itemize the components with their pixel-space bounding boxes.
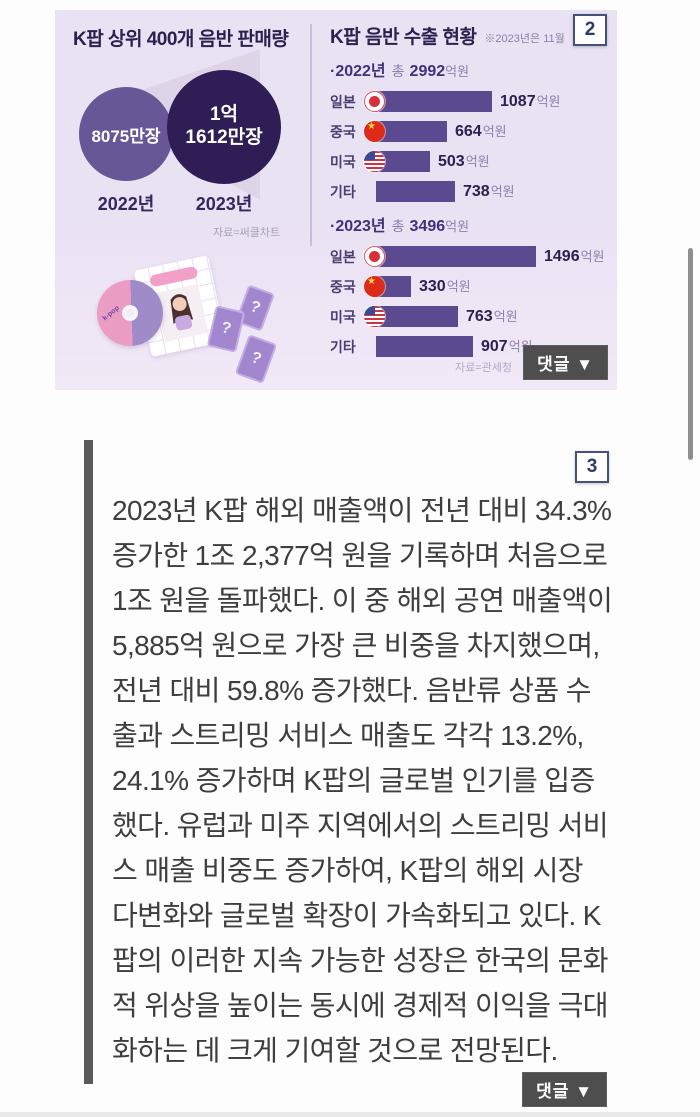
export-value-label: 664억원 — [455, 123, 507, 140]
bar-area: 738억원 — [376, 181, 603, 202]
bar-area: 907억원 — [376, 336, 603, 357]
source-circlechart: 자료=써클차트 — [213, 227, 281, 239]
export-bar — [376, 151, 430, 172]
section-total-label: 총 — [391, 63, 405, 79]
section-total-value: 2992 — [409, 63, 446, 80]
export-bar — [376, 181, 455, 202]
export-bar — [376, 246, 536, 267]
vertical-scrollbar-thumb[interactable] — [688, 248, 693, 460]
idol-photo-illustration — [154, 283, 209, 342]
export-status-note: ※2023년은 11월 — [484, 33, 565, 45]
china-flag-icon: ★ — [364, 121, 385, 142]
country-label: 일본 — [330, 248, 356, 265]
export-value-label: 330억원 — [419, 278, 471, 295]
source-customs: 자료=관세청 — [455, 362, 513, 374]
export-value-label: 763억원 — [466, 308, 518, 325]
export-value-label: 1496억원 — [544, 248, 605, 265]
article-body-text: 2023년 K팝 해외 매출액이 전년 대비 34.3% 증가한 1조 2,37… — [112, 495, 613, 1066]
year-label-2023: 2023년 — [195, 194, 253, 214]
panel-divider — [310, 24, 312, 246]
album-sales-title: K팝 상위 400개 음반 판매량 — [73, 29, 289, 50]
export-bar — [376, 121, 447, 142]
export-value-label: 738억원 — [463, 183, 515, 200]
japan-flag-icon — [364, 246, 385, 267]
export-bar — [376, 91, 492, 112]
question-card: ? — [234, 334, 278, 384]
image-number-badge-3: 3 — [575, 451, 609, 483]
year-label-2022: 2022년 — [97, 194, 155, 214]
usa-flag-icon — [364, 306, 385, 327]
export-bar — [376, 306, 458, 327]
country-label: 중국 — [330, 123, 356, 140]
country-label: 미국 — [330, 308, 356, 325]
circle-2023: 1억 1612만장 — [167, 70, 281, 184]
export-bar-row: 미국 763억원 — [330, 306, 603, 327]
photocard-illustration — [133, 255, 227, 357]
section-unit: 억원 — [445, 219, 470, 234]
kpop-infographic-image: K팝 상위 400개 음반 판매량 8075만장 1억 1612만장 2022년… — [55, 10, 617, 390]
export-value-label: 1087억원 — [500, 93, 561, 110]
export-status-panel: K팝 음반 수출 현황 ※2023년은 11월 ·2022년 총 2992억원 일본… — [310, 10, 617, 390]
export-bar — [376, 336, 473, 357]
bar-area: ★ 330억원 — [364, 276, 603, 297]
country-label: 중국 — [330, 278, 356, 295]
section-unit: 억원 — [445, 64, 470, 79]
section-total-value: 3496 — [409, 218, 446, 235]
next-content-edge — [0, 1112, 700, 1117]
bar-area: ★ 664억원 — [364, 121, 603, 142]
circle-2023-value-line2: 1612만장 — [185, 127, 263, 148]
bar-area: 503억원 — [364, 151, 603, 172]
bar-area: 1496억원 — [364, 246, 605, 267]
section-total-label: 총 — [391, 218, 405, 234]
blockquote-bar — [84, 440, 93, 1084]
japan-flag-icon — [364, 91, 385, 112]
cd-hole — [120, 303, 140, 323]
cd-kpop-label: k-pop — [101, 304, 121, 323]
bar-area: 1087억원 — [364, 91, 603, 112]
comment-toggle-button-bottom[interactable]: 댓글 ▼ — [522, 1072, 607, 1107]
export-bar-row: 일본 1087억원 — [330, 91, 603, 112]
country-label: 일본 — [330, 93, 356, 110]
china-flag-icon: ★ — [364, 276, 385, 297]
section-header-2022: ·2022년 총 2992억원 — [330, 57, 603, 81]
export-value-label: 503억원 — [438, 153, 490, 170]
country-label: 기타 — [330, 183, 356, 200]
export-bar-row: 기타 907억원 — [330, 336, 603, 357]
export-bar-row: 미국 503억원 — [330, 151, 603, 172]
export-bar-row: 일본 1496억원 — [330, 246, 605, 267]
comment-toggle-button-top[interactable]: 댓글 ▼ — [523, 345, 608, 380]
circle-2022: 8075만장 — [79, 87, 173, 181]
usa-flag-icon — [364, 151, 385, 172]
image-number-badge-2: 2 — [573, 14, 607, 46]
export-bar-row: 중국 ★ 664억원 — [330, 121, 603, 142]
export-bar — [376, 276, 411, 297]
country-label: 미국 — [330, 153, 356, 170]
country-label: 기타 — [330, 338, 356, 355]
circle-2023-value-line1: 1억 — [209, 104, 239, 126]
album-sales-panel: K팝 상위 400개 음반 판매량 8075만장 1억 1612만장 2022년… — [55, 10, 310, 390]
bar-area: 763억원 — [364, 306, 603, 327]
circle-2022-value: 8075만장 — [91, 126, 161, 146]
section-header-2023: ·2023년 총 3496억원 — [330, 212, 603, 236]
section-year: ·2023년 — [330, 218, 386, 235]
export-bar-row: 기타 738억원 — [330, 181, 603, 202]
export-status-title: K팝 음반 수출 현황 — [330, 27, 477, 48]
section-year: ·2022년 — [330, 63, 386, 80]
export-bar-row: 중국 ★ 330억원 — [330, 276, 603, 297]
